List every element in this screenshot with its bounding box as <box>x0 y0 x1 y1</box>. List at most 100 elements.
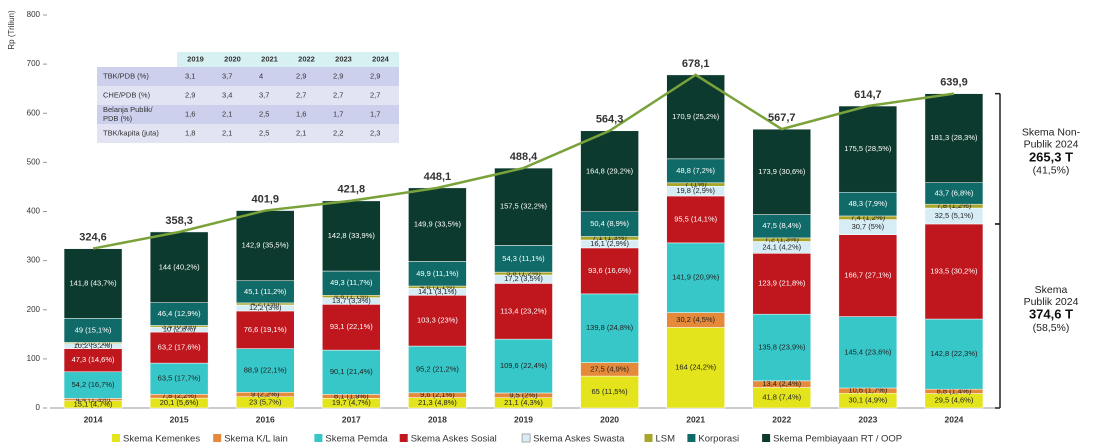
bar-segment <box>322 349 381 395</box>
y-tick-label: 100 <box>27 354 41 363</box>
annotation-value: 265,3 T <box>1029 149 1073 164</box>
annotation: Publik 2024 <box>1024 139 1079 151</box>
data-label: 13,4 (2,4%) <box>762 379 801 388</box>
bar-segment <box>494 283 553 340</box>
data-label: 8,1 (1,9%) <box>334 391 369 400</box>
data-label: 10,2 (3,2%) <box>74 341 113 350</box>
data-label: 7,8 (1,2%) <box>937 201 972 210</box>
legend-label: Skema Pemda <box>325 434 388 445</box>
data-label: 141,9 (20,9%) <box>672 273 720 282</box>
data-label: 181,3 (28,3%) <box>930 133 978 142</box>
table-cell: 2,3 <box>370 128 380 137</box>
bar-segment <box>752 253 812 315</box>
table-cell: 2,7 <box>370 90 380 99</box>
x-tick-label: 2021 <box>686 414 705 424</box>
data-label: 12,2 (3%) <box>249 303 282 312</box>
table-cell: 2,9 <box>333 71 343 80</box>
legend-label: Korporasi <box>698 434 739 445</box>
data-label: 49,9 (11,1%) <box>416 269 459 278</box>
bar-segment <box>494 245 553 273</box>
bar-segment <box>322 304 381 351</box>
data-label: 49,3 (11,7%) <box>330 278 373 287</box>
data-label: 164,8 (29,2%) <box>586 166 634 175</box>
data-label: 19,7 (4,7%) <box>332 398 371 407</box>
data-label: 166,7 (27,1%) <box>844 271 892 280</box>
legend-label: Skema Kemenkes <box>123 434 200 445</box>
table-row-label: CHE/PDB (%) <box>103 90 151 99</box>
data-label: 47,5 (8,4%) <box>762 221 801 230</box>
legend-swatch <box>213 434 222 442</box>
x-tick-label: 2024 <box>944 414 963 424</box>
data-label: 7,8 (2,2%) <box>162 391 197 400</box>
bar-segment <box>924 223 984 320</box>
table-cell: 2,9 <box>370 71 380 80</box>
total-label: 678,1 <box>682 58 710 70</box>
data-label: 173,9 (30,6%) <box>758 167 806 176</box>
annotation-value: 374,6 T <box>1029 306 1073 321</box>
total-label: 639,9 <box>940 77 968 89</box>
table-cell: 2,9 <box>296 71 306 80</box>
data-label: 19,8 (2,9%) <box>676 186 715 195</box>
x-tick-label: 2017 <box>342 414 361 424</box>
legend-label: Skema Askes Swasta <box>533 434 625 445</box>
data-label: 46,4 (12,9%) <box>158 309 201 318</box>
data-label: 109,6 (22,4%) <box>500 361 548 370</box>
data-label: 14,1 (3,1%) <box>418 287 457 296</box>
data-label: 15,1 (4,7%) <box>74 399 113 408</box>
data-label: 9,5 (2%) <box>509 390 538 399</box>
y-tick-label: 200 <box>27 305 41 314</box>
bar-segment <box>235 210 295 282</box>
y-tick-label: 800 <box>27 10 41 19</box>
table-row-label: PDB (%) <box>103 114 133 123</box>
data-label: 9 (2,2%) <box>251 389 280 398</box>
data-label: 65 (11,5%) <box>592 387 629 396</box>
bar-segment <box>235 348 295 393</box>
data-label: 24,1 (4,2%) <box>762 242 801 251</box>
total-label: 358,3 <box>165 215 193 227</box>
bar-segment <box>838 105 898 193</box>
table-header: 2020 <box>224 54 241 63</box>
data-label: 21,1 (4,3%) <box>504 398 543 407</box>
data-label: 47,3 (14,6%) <box>72 355 115 364</box>
annotation-share: (58,5%) <box>1033 322 1070 334</box>
bar-segment <box>924 93 984 183</box>
data-label: 23 (5,7%) <box>249 397 282 406</box>
legend-swatch <box>399 434 408 442</box>
table-header: 2019 <box>187 54 204 63</box>
table-row-label: Belanja Publik/ <box>103 105 154 114</box>
table-cell: 1,6 <box>296 109 306 118</box>
data-label: 157,5 (32,2%) <box>500 202 548 211</box>
data-label: 10 (2,8%) <box>163 325 196 334</box>
table-cell: 2,1 <box>222 128 232 137</box>
bar-segment <box>838 316 898 389</box>
data-label: 54,2 (16,7%) <box>72 380 115 389</box>
data-label: 7,4 (1,2%) <box>851 213 886 222</box>
legend-swatch <box>687 434 696 442</box>
table-cell: 2,7 <box>296 90 306 99</box>
table-row-bg <box>97 86 399 105</box>
data-label: 30,1 (4,9%) <box>848 396 887 405</box>
bar-segment <box>235 310 295 349</box>
data-label: 4,8 (1,1%) <box>420 282 455 291</box>
bar-segment <box>408 187 467 262</box>
data-label: 164 (24,2%) <box>675 363 716 372</box>
data-label: 93,1 (22,1%) <box>330 322 373 331</box>
x-tick-label: 2018 <box>428 414 447 424</box>
data-label: 32,5 (5,1%) <box>935 211 974 220</box>
data-label: 20,1 (5,6%) <box>160 398 199 407</box>
total-label: 614,7 <box>854 89 882 101</box>
table-cell: 2,2 <box>333 128 343 137</box>
table-cell: 1,7 <box>370 109 380 118</box>
x-tick-label: 2014 <box>84 414 103 424</box>
y-tick-label: 0 <box>36 403 41 412</box>
bar-segment <box>63 371 123 399</box>
table-row-label: TBK/PDB (%) <box>103 71 149 80</box>
data-label: 9,6 (2,1%) <box>420 390 455 399</box>
total-label: 488,4 <box>510 151 538 163</box>
data-label: 142,8 (33,9%) <box>328 231 376 240</box>
data-label: 63,5 (17,7%) <box>158 374 201 383</box>
bar-segment <box>149 362 209 395</box>
bar-segment <box>322 200 381 272</box>
bar-segment <box>408 261 467 287</box>
data-label: 16,1 (2,9%) <box>590 239 629 248</box>
